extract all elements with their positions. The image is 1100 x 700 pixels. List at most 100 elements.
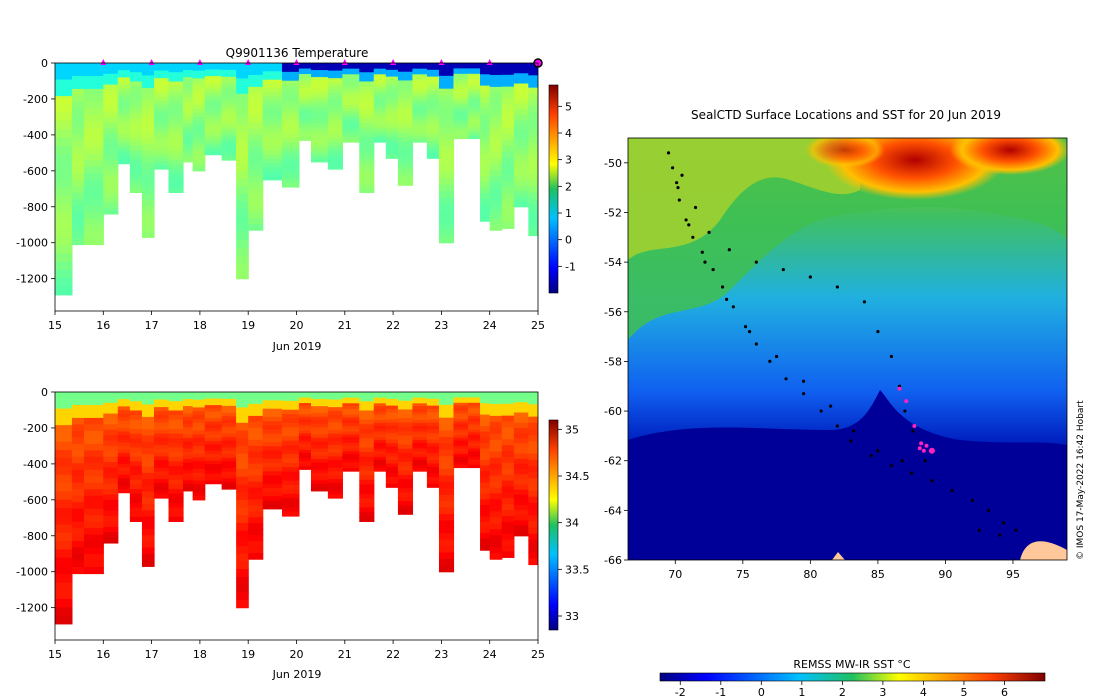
salinity-y-ticks: 0 -200 -400 -600 -800 -1000 -1200 [16, 386, 55, 615]
track-point [923, 459, 927, 463]
sst-colorbar-tick-label: -2 [675, 686, 686, 699]
track-point [950, 488, 954, 493]
lon-tick-label: 75 [736, 568, 750, 581]
track-point [911, 429, 915, 433]
profile-marker [148, 59, 155, 65]
sst-colorbar-tick-label: 6 [1001, 686, 1008, 699]
track-point [727, 248, 731, 252]
x-tick-label: 24 [483, 648, 497, 661]
track-point [675, 181, 679, 185]
x-tick-label: 21 [338, 319, 352, 332]
x-tick-label: 21 [338, 648, 352, 661]
sst-colorbar-tick-label: 2 [839, 686, 846, 699]
track-point [743, 325, 748, 329]
profile-marker [438, 59, 445, 65]
track-point [754, 260, 758, 264]
lon-tick-label: 85 [871, 568, 885, 581]
track-point [802, 392, 806, 396]
track-point [774, 354, 779, 359]
antarctica-land [1020, 541, 1067, 560]
track-point [670, 166, 675, 170]
profile-marker [390, 59, 397, 65]
y-tick-label: -200 [23, 93, 48, 106]
colorbar-tick-label: 1 [565, 207, 572, 220]
recent-profile-point [921, 448, 926, 453]
y-tick-label: -1000 [16, 237, 48, 250]
temperature-colorbar-ticks: -1 0 1 2 3 4 5 [558, 100, 576, 273]
profile-marker [293, 59, 300, 65]
track-point [876, 330, 880, 334]
track-point [862, 300, 866, 304]
y-tick-label: -1200 [16, 273, 48, 286]
x-tick-label: 15 [48, 319, 62, 332]
x-tick-label: 24 [483, 319, 497, 332]
profile-marker [100, 59, 107, 65]
profile-marker [486, 59, 493, 65]
track-point [720, 285, 725, 289]
track-point [747, 330, 752, 334]
temperature-heatmap [55, 63, 542, 296]
recent-profile-point [917, 446, 922, 451]
imos-credit: © IMOS 17-May-2022 16:42 Hobart [1076, 400, 1086, 560]
track-point [666, 151, 671, 155]
recent-profile-point [924, 443, 929, 448]
sst-map-panel: SealCTD Surface Locations and SST for 20… [604, 108, 1068, 699]
colorbar-tick-label: 4 [565, 127, 572, 140]
track-point [869, 454, 873, 458]
salinity-colorbar [548, 419, 559, 631]
track-point [693, 205, 698, 210]
track-point [835, 424, 839, 428]
y-tick-label: -800 [23, 530, 48, 543]
track-point [1001, 521, 1006, 525]
x-tick-label: 20 [290, 319, 304, 332]
lat-tick-label: -56 [604, 306, 622, 319]
x-tick-label: 22 [386, 319, 400, 332]
track-point [876, 449, 880, 453]
sst-field [628, 138, 1067, 560]
y-tick-label: -800 [23, 201, 48, 214]
colorbar-tick-label: 33.5 [565, 563, 590, 576]
y-tick-label: -1200 [16, 602, 48, 615]
temperature-colorbar [548, 84, 559, 294]
track-point [808, 275, 812, 279]
track-point [711, 267, 715, 272]
recent-profile-point [912, 423, 917, 428]
track-point [997, 533, 1002, 537]
temperature-x-ticks: 15 16 17 18 19 20 21 22 23 24 25 [48, 311, 545, 332]
track-point [684, 218, 688, 222]
x-tick-label: 23 [434, 319, 448, 332]
track-point [677, 198, 681, 202]
colorbar-tick-label: 2 [565, 180, 572, 193]
y-tick-label: 0 [41, 386, 48, 399]
y-tick-label: -1000 [16, 566, 48, 579]
track-point [768, 359, 772, 364]
seal-track [666, 151, 1018, 537]
recent-profile-point [904, 399, 909, 404]
colorbar-tick-label: 5 [565, 100, 572, 113]
lon-tick-label: 80 [803, 568, 817, 581]
map-axes-frame [627, 137, 1068, 561]
x-tick-label: 18 [193, 648, 207, 661]
lon-tick-label: 90 [938, 568, 952, 581]
track-point [781, 267, 785, 272]
track-point [849, 439, 853, 443]
salinity-panel: 15 16 17 18 19 20 21 22 23 24 25 0 -200 -400 -600 -800… [16, 386, 589, 681]
profile-column [538, 63, 542, 250]
colorbar-tick-label: 34 [565, 517, 579, 530]
track-point [1014, 528, 1018, 532]
sst-colorbar-tick-label: -1 [715, 686, 726, 699]
track-point [687, 223, 691, 227]
sst-colorbar-tick-label: 5 [960, 686, 967, 699]
lat-tick-label: -60 [604, 405, 622, 418]
track-point [691, 235, 695, 239]
x-tick-label: 18 [193, 319, 207, 332]
track-point [680, 173, 684, 177]
y-tick-label: -600 [23, 494, 48, 507]
track-point [784, 377, 788, 381]
y-tick-label: -600 [23, 165, 48, 178]
track-point [900, 459, 904, 463]
salinity-colorbar-ticks: 33 33.5 34 34.5 35 [558, 423, 590, 623]
salinity-x-ticks: 15 16 17 18 19 20 21 22 23 24 25 [48, 640, 545, 661]
colorbar-tick-label: 0 [565, 234, 572, 247]
sst-colorbar [659, 672, 1046, 682]
